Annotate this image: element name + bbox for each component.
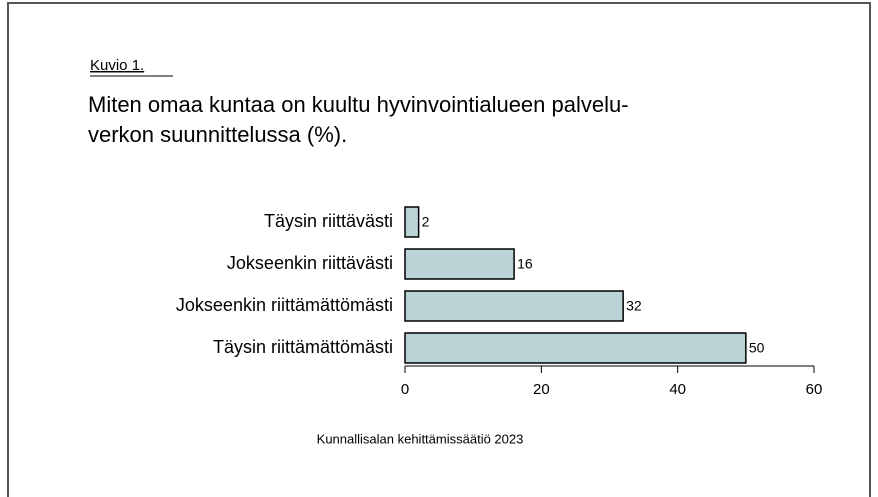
y-tick-label: Jokseenkin riittämättömästi bbox=[176, 295, 393, 315]
bar bbox=[404, 206, 420, 238]
value-label: 2 bbox=[422, 214, 430, 230]
value-label: 50 bbox=[749, 340, 765, 356]
y-tick-label: Täysin riittävästi bbox=[264, 211, 393, 231]
chart-title: Miten omaa kuntaa on kuultu hyvinvointia… bbox=[88, 92, 629, 117]
chart-title: verkon suunnittelussa (%). bbox=[88, 122, 347, 147]
x-tick-label: 20 bbox=[533, 381, 550, 398]
bar bbox=[404, 248, 515, 280]
y-tick-label: Täysin riittämättömästi bbox=[213, 337, 393, 357]
x-tick-label: 0 bbox=[401, 381, 409, 398]
value-label: 16 bbox=[517, 256, 533, 272]
value-label: 32 bbox=[626, 298, 642, 314]
source: Kunnallisalan kehittämissäätiö 2023 bbox=[317, 431, 524, 446]
bar bbox=[404, 332, 747, 364]
frame bbox=[7, 2, 871, 497]
bar bbox=[404, 290, 624, 322]
y-tick-label: Jokseenkin riittävästi bbox=[227, 253, 393, 273]
x-tick-label: 60 bbox=[806, 381, 823, 398]
x-tick-label: 40 bbox=[669, 381, 686, 398]
figure-label: Kuvio 1. bbox=[90, 57, 144, 74]
